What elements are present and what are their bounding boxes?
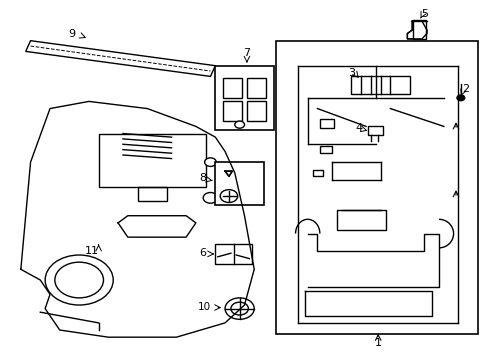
Bar bbox=[215, 66, 273, 130]
Circle shape bbox=[230, 302, 248, 315]
Text: 7: 7 bbox=[243, 48, 250, 58]
Circle shape bbox=[203, 193, 217, 203]
Bar bbox=[99, 134, 205, 187]
Bar bbox=[215, 244, 251, 264]
Bar bbox=[222, 102, 242, 121]
Text: 6: 6 bbox=[199, 248, 206, 258]
Text: 5: 5 bbox=[420, 9, 427, 19]
Bar bbox=[246, 78, 266, 98]
Bar bbox=[319, 119, 334, 128]
Bar bbox=[368, 126, 382, 135]
Text: 9: 9 bbox=[68, 28, 75, 39]
Bar bbox=[351, 76, 409, 94]
Circle shape bbox=[456, 95, 464, 101]
Bar bbox=[412, 20, 425, 39]
Text: 8: 8 bbox=[199, 173, 206, 183]
Bar bbox=[319, 146, 331, 153]
Text: 1: 1 bbox=[374, 338, 381, 347]
Polygon shape bbox=[407, 21, 426, 39]
Text: 2: 2 bbox=[461, 84, 468, 94]
Bar bbox=[137, 187, 166, 202]
Circle shape bbox=[45, 255, 113, 305]
Bar bbox=[222, 78, 242, 98]
Text: 4: 4 bbox=[354, 123, 362, 133]
Bar bbox=[246, 102, 266, 121]
Circle shape bbox=[55, 262, 103, 298]
Circle shape bbox=[204, 158, 216, 166]
Polygon shape bbox=[26, 41, 215, 76]
Polygon shape bbox=[21, 102, 254, 337]
Circle shape bbox=[220, 190, 237, 203]
Text: 3: 3 bbox=[347, 68, 354, 78]
Bar bbox=[276, 41, 477, 334]
Text: 10: 10 bbox=[198, 302, 211, 312]
Circle shape bbox=[224, 298, 254, 319]
Circle shape bbox=[234, 121, 244, 128]
Text: 11: 11 bbox=[84, 247, 98, 256]
Bar bbox=[336, 210, 385, 230]
Bar bbox=[215, 162, 264, 205]
Bar bbox=[312, 170, 323, 176]
